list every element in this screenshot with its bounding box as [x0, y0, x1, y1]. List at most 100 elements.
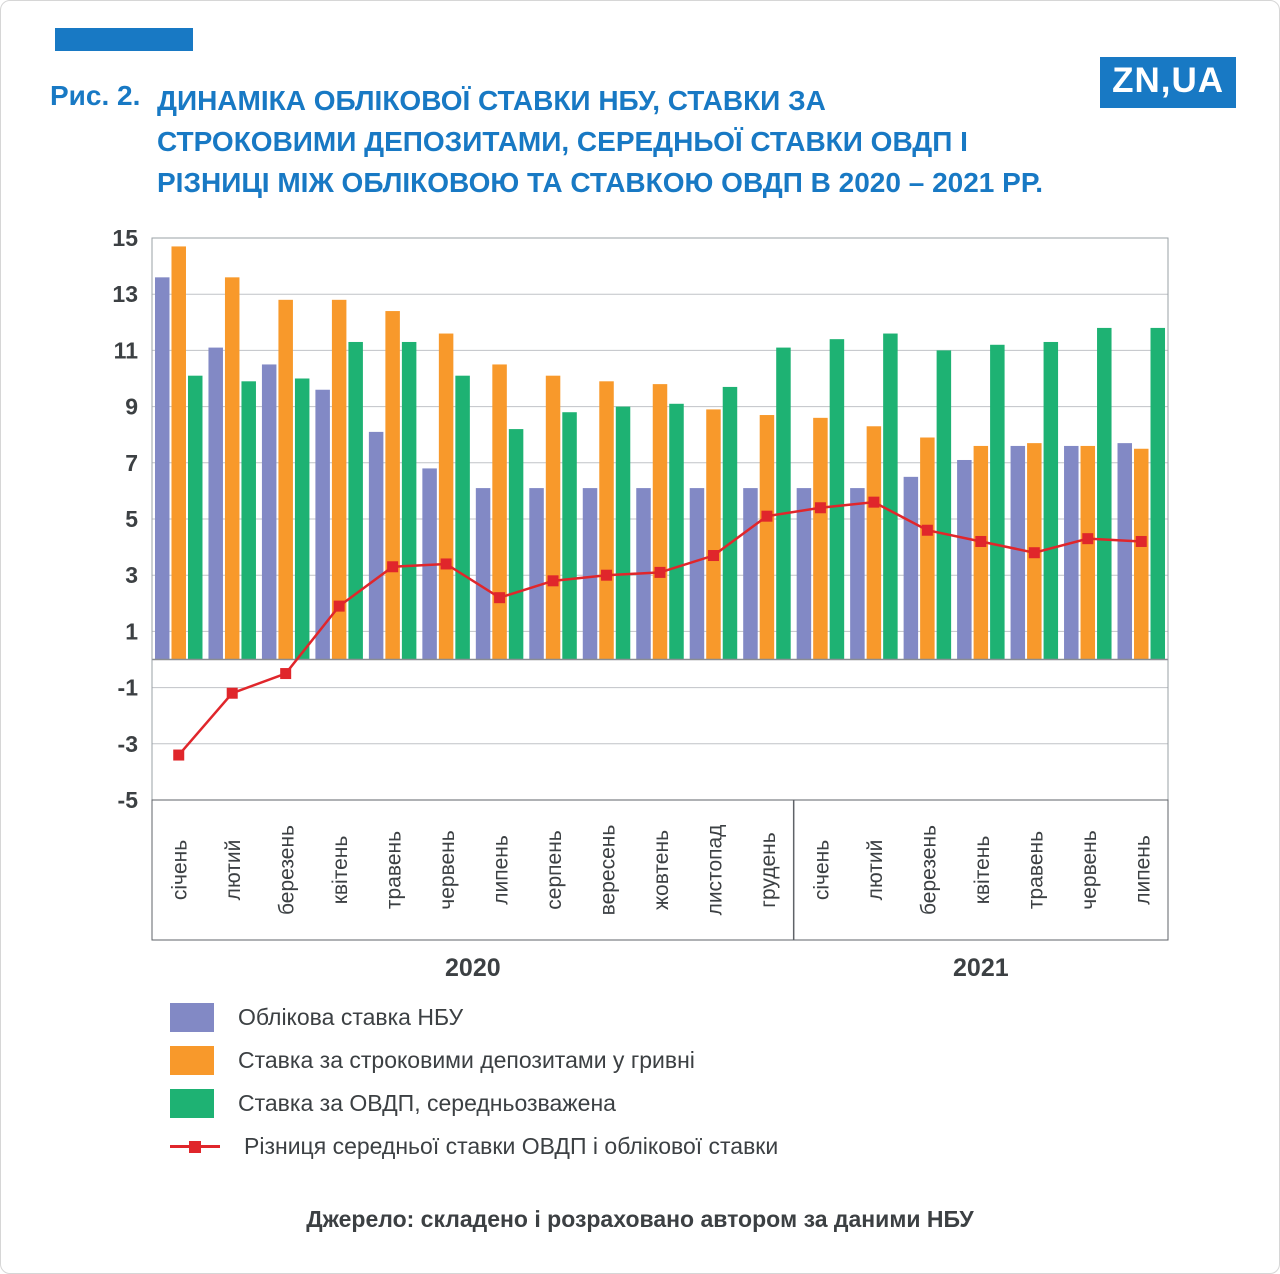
bar: [669, 403, 684, 660]
bar: [776, 347, 791, 660]
bar: [438, 333, 454, 660]
bar: [455, 375, 470, 660]
bar: [883, 333, 898, 660]
page-title-line-2: СТРОКОВИМИ ДЕПОЗИТАМИ, СЕРЕДНЬОЇ СТАВКИ …: [157, 126, 968, 157]
bar: [759, 415, 775, 660]
x-tick-label: червень: [1078, 830, 1101, 909]
bar: [278, 299, 293, 660]
line-marker: [1135, 535, 1147, 547]
legend-item-difference: Різниця середньої ставки ОВДП і обліково…: [170, 1131, 778, 1161]
y-tick-label: 9: [125, 394, 138, 420]
line-marker: [387, 561, 399, 573]
line-marker: [226, 687, 238, 699]
bar: [1150, 327, 1166, 660]
bar: [187, 375, 203, 660]
legend-item-deposit-rate: Ставка за строковими депозитами у гривні: [170, 1045, 778, 1075]
bar: [368, 431, 384, 660]
x-tick-label: січень: [810, 840, 833, 900]
page-title-line-1: ДИНАМІКА ОБЛІКОВОЇ СТАВКИ НБУ, СТАВКИ ЗА: [157, 85, 826, 116]
legend-swatch-nbu-rate: [170, 1002, 214, 1032]
y-tick-label: -5: [118, 787, 139, 813]
bar: [1080, 445, 1096, 660]
line-marker: [868, 496, 880, 508]
bar: [208, 347, 223, 660]
line-marker: [1028, 547, 1040, 559]
bar: [315, 389, 330, 660]
y-tick-label: -1: [118, 675, 139, 701]
bar: [652, 384, 668, 660]
bar: [615, 406, 631, 660]
bar: [829, 339, 845, 660]
bar: [743, 488, 758, 660]
legend-line-marker: [189, 1140, 201, 1153]
line-marker: [1082, 533, 1094, 545]
line-marker: [333, 600, 345, 612]
bar: [973, 445, 989, 660]
year-label: 2021: [953, 954, 1009, 982]
bar: [1010, 445, 1026, 660]
y-tick-label: 1: [125, 618, 138, 644]
bar: [599, 381, 614, 660]
bar: [331, 299, 347, 660]
line-marker: [921, 524, 933, 536]
line-marker: [654, 566, 666, 578]
line-marker: [761, 510, 773, 522]
x-tick-label: липень: [490, 835, 513, 905]
x-tick-label: травень: [1024, 831, 1047, 909]
bar: [1134, 448, 1149, 660]
bar: [722, 386, 738, 660]
brand-accent-bar: [55, 28, 193, 51]
bar: [401, 341, 417, 660]
bar: [385, 311, 400, 660]
x-tick-label: грудень: [757, 832, 780, 907]
bar: [171, 246, 186, 660]
bar: [545, 375, 561, 660]
line-marker: [547, 575, 559, 587]
bar: [294, 378, 310, 660]
legend-label-deposit-rate: Ставка за строковими депозитами у гривні: [238, 1046, 695, 1073]
chart-svg: 15 13 11 9 7 5 3 1 -1 -3 -5 січень лютий березень квіт…: [112, 225, 1169, 982]
bar: [957, 459, 972, 660]
x-tick-label: лютий: [864, 840, 887, 901]
x-tick-label: липень: [1131, 835, 1154, 905]
x-tick-label: серпень: [543, 830, 566, 910]
bar: [903, 476, 919, 660]
bar: [529, 488, 544, 660]
bar: [492, 364, 507, 660]
legend-swatch-ovdp-rate: [170, 1088, 214, 1118]
y-tick-label: 5: [125, 506, 138, 532]
bar: [241, 381, 256, 660]
bar: [813, 417, 828, 660]
znua-logo: ZN,UA: [1100, 57, 1236, 108]
bar: [689, 488, 705, 660]
bar: [1043, 341, 1059, 660]
bar: [562, 412, 577, 660]
line-marker: [494, 592, 506, 604]
bar: [348, 341, 363, 660]
bar: [261, 364, 277, 660]
bar: [706, 409, 721, 660]
year-label: 2020: [445, 954, 501, 982]
x-tick-label: травень: [383, 831, 406, 909]
chart-area: 15 13 11 9 7 5 3 1 -1 -3 -5 січень лютий березень квіт…: [40, 225, 1240, 988]
line-marker: [975, 535, 987, 547]
page-title: ДИНАМІКА ОБЛІКОВОЇ СТАВКИ НБУ, СТАВКИ ЗА…: [157, 80, 1043, 203]
y-tick-label: -3: [118, 731, 138, 757]
legend-swatch-deposit-rate: [170, 1045, 214, 1075]
bar: [936, 350, 952, 660]
bar: [1097, 327, 1112, 660]
line-marker: [280, 668, 292, 680]
bar: [582, 488, 598, 660]
bar: [508, 429, 524, 660]
legend-label-nbu-rate: Облікова ставка НБУ: [238, 1003, 464, 1030]
x-tick-label: січень: [169, 840, 192, 900]
bar: [154, 277, 170, 660]
source-note: Джерело: складено і розраховано авторoм …: [306, 1206, 974, 1232]
legend-item-nbu-rate: Облікова ставка НБУ: [170, 1002, 778, 1032]
line-marker: [173, 749, 185, 761]
x-tick-label: квітень: [971, 836, 994, 905]
bar: [920, 437, 935, 660]
legend-label-difference: Різниця середньої ставки ОВДП і обліково…: [244, 1132, 779, 1159]
y-tick-label: 11: [114, 337, 139, 363]
x-tick-label: квітень: [329, 836, 352, 905]
